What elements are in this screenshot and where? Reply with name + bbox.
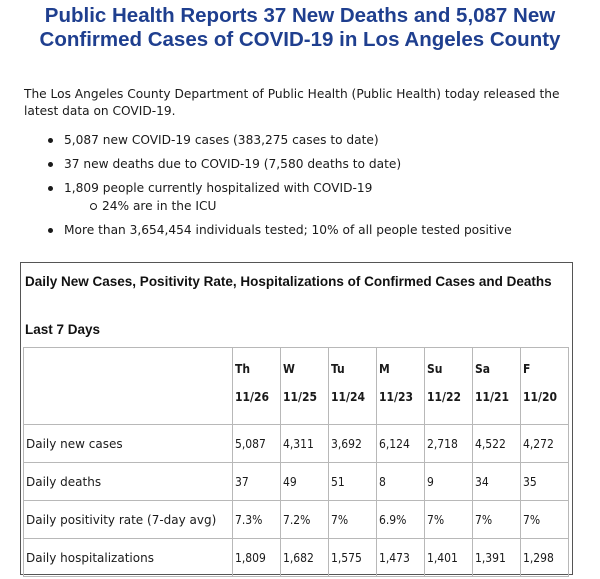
bullet-text: 5,087 new COVID-19 cases (383,275 cases … [64,133,379,147]
bullet-text: More than 3,654,454 individuals tested; … [64,223,512,237]
table-cell: 4,311 [280,424,329,463]
table-cell: 6,124 [376,424,425,463]
header-blank-cell [23,347,233,425]
list-item: 37 new deaths due to COVID-19 (7,580 dea… [24,156,584,173]
column-header: F 11/20 [520,347,569,425]
column-day: Sa [475,362,491,376]
column-date: 11/20 [523,390,557,404]
bullet-text: 37 new deaths due to COVID-19 (7,580 dea… [64,157,402,171]
table-cell: 7% [520,500,569,539]
column-day: Su [427,362,443,376]
column-day: M [379,362,390,376]
bullet-icon [48,228,53,233]
bullet-icon [48,138,53,143]
column-date: 11/22 [427,390,461,404]
sub-bullet-text: 24% are in the ICU [102,199,217,213]
sub-list-item: 24% are in the ICU [64,198,584,215]
table-row-deaths: Daily deaths 37 49 51 8 9 34 35 [23,462,569,501]
key-stats-list: 5,087 new COVID-19 cases (383,275 cases … [24,132,584,246]
table-cell: 7% [424,500,473,539]
table-header-row: Th 11/26 W 11/25 Tu 11/24 M 11/23 Su 11/22 Sa… [23,347,569,425]
table-cell: 1,682 [280,538,329,577]
table-row-hospitalizations: Daily hospitalizations 1,809 1,682 1,575… [23,538,569,577]
table-cell: 3,692 [328,424,377,463]
table-row-new-cases: Daily new cases 5,087 4,311 3,692 6,124 … [23,424,569,463]
column-header: Tu 11/24 [328,347,377,425]
table-cell: 1,298 [520,538,569,577]
column-day: Th [235,362,251,376]
bullet-icon [48,186,53,191]
table-cell: 4,272 [520,424,569,463]
column-date: 11/23 [379,390,413,404]
daily-stats-table: Th 11/26 W 11/25 Tu 11/24 M 11/23 Su 11/22 Sa… [23,347,569,577]
table-cell: 1,575 [328,538,377,577]
row-label: Daily deaths [23,462,233,501]
page-headline: Public Health Reports 37 New Deaths and … [39,4,561,51]
table-cell: 9 [424,462,473,501]
table-cell: 7% [328,500,377,539]
table-cell: 34 [472,462,521,501]
list-item: 5,087 new COVID-19 cases (383,275 cases … [24,132,584,149]
column-day: F [523,362,531,376]
list-item: 1,809 people currently hospitalized with… [24,180,584,215]
table-title: Daily New Cases, Positivity Rate, Hospit… [25,274,552,289]
table-cell: 1,473 [376,538,425,577]
column-header: M 11/23 [376,347,425,425]
table-cell: 2,718 [424,424,473,463]
table-cell: 5,087 [232,424,281,463]
column-date: 11/21 [475,390,509,404]
table-row-positivity: Daily positivity rate (7-day avg) 7.3% 7… [23,500,569,539]
stats-table-box: Daily New Cases, Positivity Rate, Hospit… [20,262,573,577]
table-cell: 8 [376,462,425,501]
column-date: 11/25 [283,390,317,404]
table-cell: 1,809 [232,538,281,577]
row-label: Daily new cases [23,424,233,463]
table-cell: 1,391 [472,538,521,577]
column-day: W [283,362,295,376]
column-header: Sa 11/21 [472,347,521,425]
table-cell: 49 [280,462,329,501]
bullet-text: 1,809 people currently hospitalized with… [64,181,373,195]
bullet-icon [48,162,53,167]
column-date: 11/26 [235,390,269,404]
table-cell: 7.3% [232,500,281,539]
intro-paragraph: The Los Angeles County Department of Pub… [24,87,560,118]
list-item: More than 3,654,454 individuals tested; … [24,222,584,239]
column-date: 11/24 [331,390,365,404]
table-subtitle: Last 7 Days [25,322,101,337]
column-day: Tu [331,362,345,376]
table-cell: 51 [328,462,377,501]
column-header: W 11/25 [280,347,329,425]
table-cell: 1,401 [424,538,473,577]
column-header: Su 11/22 [424,347,473,425]
table-cell: 7.2% [280,500,329,539]
row-label: Daily positivity rate (7-day avg) [23,500,233,539]
table-cell: 35 [520,462,569,501]
table-cell: 6.9% [376,500,425,539]
sub-list: 24% are in the ICU [64,198,584,215]
row-label: Daily hospitalizations [23,538,233,577]
table-cell: 4,522 [472,424,521,463]
table-cell: 37 [232,462,281,501]
table-cell: 7% [472,500,521,539]
column-header: Th 11/26 [232,347,281,425]
circle-bullet-icon [90,203,97,210]
